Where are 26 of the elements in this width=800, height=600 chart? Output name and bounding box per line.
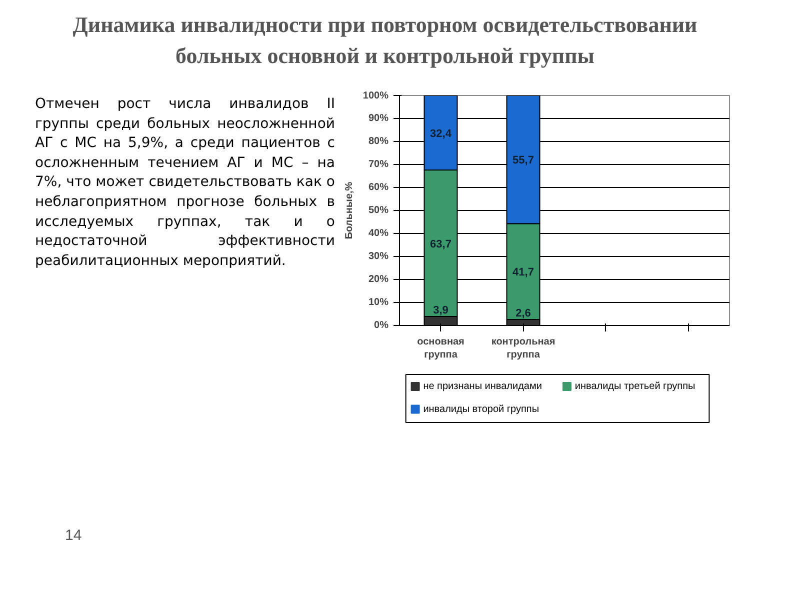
y-tick-label: 60%: [368, 182, 389, 193]
y-tick-label: 80%: [368, 136, 389, 147]
y-tick-label: 40%: [368, 228, 389, 239]
x-tick-label: контрольная группа: [491, 336, 556, 361]
data-label: 2,6: [516, 308, 531, 320]
y-tick-label: 90%: [368, 113, 389, 124]
x-tick-label: основная группа: [417, 336, 465, 361]
y-tick-label: 100%: [362, 90, 389, 102]
y-tick-label: 70%: [368, 159, 389, 170]
y-tick-label: 30%: [368, 251, 389, 262]
data-label: 41,7: [512, 266, 534, 279]
y-tick-label: 50%: [368, 205, 389, 216]
legend-label: инвалиды второй группы: [423, 404, 540, 415]
text: Отмечен рост числа инвалидов II группы среди больных неосложненной АГ с МС на 5,9%, а среди пациентов с осложненным течением АГ и МС – на 7%, что может свидетельствовать как о неблагоприятном прогнозе больных в исследуемых группах, так и о недостаточной эффективности реабилитационных мероприятий.: [35, 96, 335, 269]
legend-label: инвалиды третьей группы: [574, 381, 696, 392]
legend-label: не признаны инвалидами: [423, 381, 542, 392]
y-tick-label: 20%: [368, 274, 389, 285]
chart-title: Динамика инвалидности при повторном освидетельствовании больных основной и контрольной группы: [72, 11, 698, 70]
y-axis-title: Больные,%: [344, 182, 355, 240]
y-tick-label: 0%: [374, 320, 389, 331]
y-tick-label: 10%: [368, 297, 389, 308]
text: 14: [65, 526, 82, 546]
data-label: 32,4: [430, 128, 452, 140]
data-label: 55,7: [512, 154, 534, 167]
data-label: 3,9: [433, 304, 448, 317]
data-label: 63,7: [430, 238, 452, 250]
